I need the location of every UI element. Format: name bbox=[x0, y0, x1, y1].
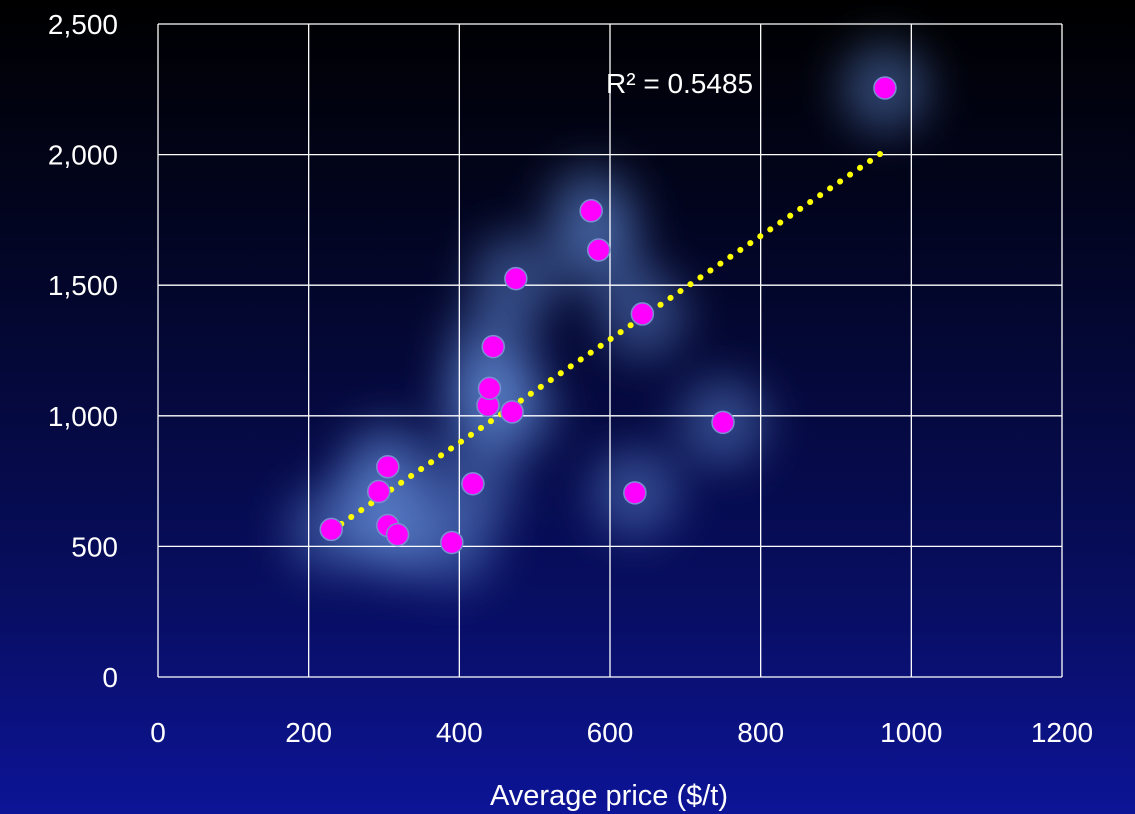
x-tick-label: 0 bbox=[150, 717, 166, 748]
x-axis-title: Average price ($/t) bbox=[490, 780, 728, 812]
y-tick-label: 2,500 bbox=[48, 9, 118, 40]
axes: 0 200 400 600 800 1000 1200 0 500 1,000 1,500 2,000… bbox=[48, 9, 1093, 748]
gridlines bbox=[157, 23, 1063, 678]
data-point bbox=[630, 302, 655, 326]
data-point bbox=[481, 334, 505, 359]
data-point bbox=[385, 522, 410, 547]
data-point bbox=[504, 266, 528, 291]
y-tick-label: 500 bbox=[71, 531, 118, 562]
x-tick-label: 1200 bbox=[1031, 717, 1093, 748]
data-point bbox=[366, 479, 391, 504]
data-point bbox=[477, 376, 502, 401]
r-squared-label: R² = 0.5485 bbox=[606, 68, 753, 99]
data-point bbox=[579, 199, 603, 223]
data-point bbox=[440, 530, 464, 555]
data-point bbox=[319, 517, 344, 542]
data-points bbox=[319, 76, 897, 555]
y-tick-label: 1,000 bbox=[48, 401, 118, 432]
data-point bbox=[500, 400, 524, 424]
trendline bbox=[328, 147, 888, 534]
x-tick-label: 200 bbox=[285, 717, 332, 748]
glow-layer bbox=[287, 43, 929, 587]
trendline-layer bbox=[328, 147, 888, 534]
x-tick-label: 1000 bbox=[880, 717, 942, 748]
x-tick-label: 600 bbox=[587, 717, 634, 748]
data-point bbox=[711, 410, 735, 435]
data-point bbox=[461, 471, 485, 496]
data-point bbox=[623, 481, 647, 505]
data-point bbox=[586, 238, 611, 262]
y-tick-label: 0 bbox=[102, 662, 118, 693]
x-tick-label: 800 bbox=[737, 717, 784, 748]
y-tick-label: 1,500 bbox=[48, 270, 118, 301]
y-tick-label: 2,000 bbox=[48, 140, 118, 171]
data-point bbox=[376, 454, 400, 479]
data-point bbox=[873, 76, 897, 100]
x-tick-label: 400 bbox=[436, 717, 483, 748]
